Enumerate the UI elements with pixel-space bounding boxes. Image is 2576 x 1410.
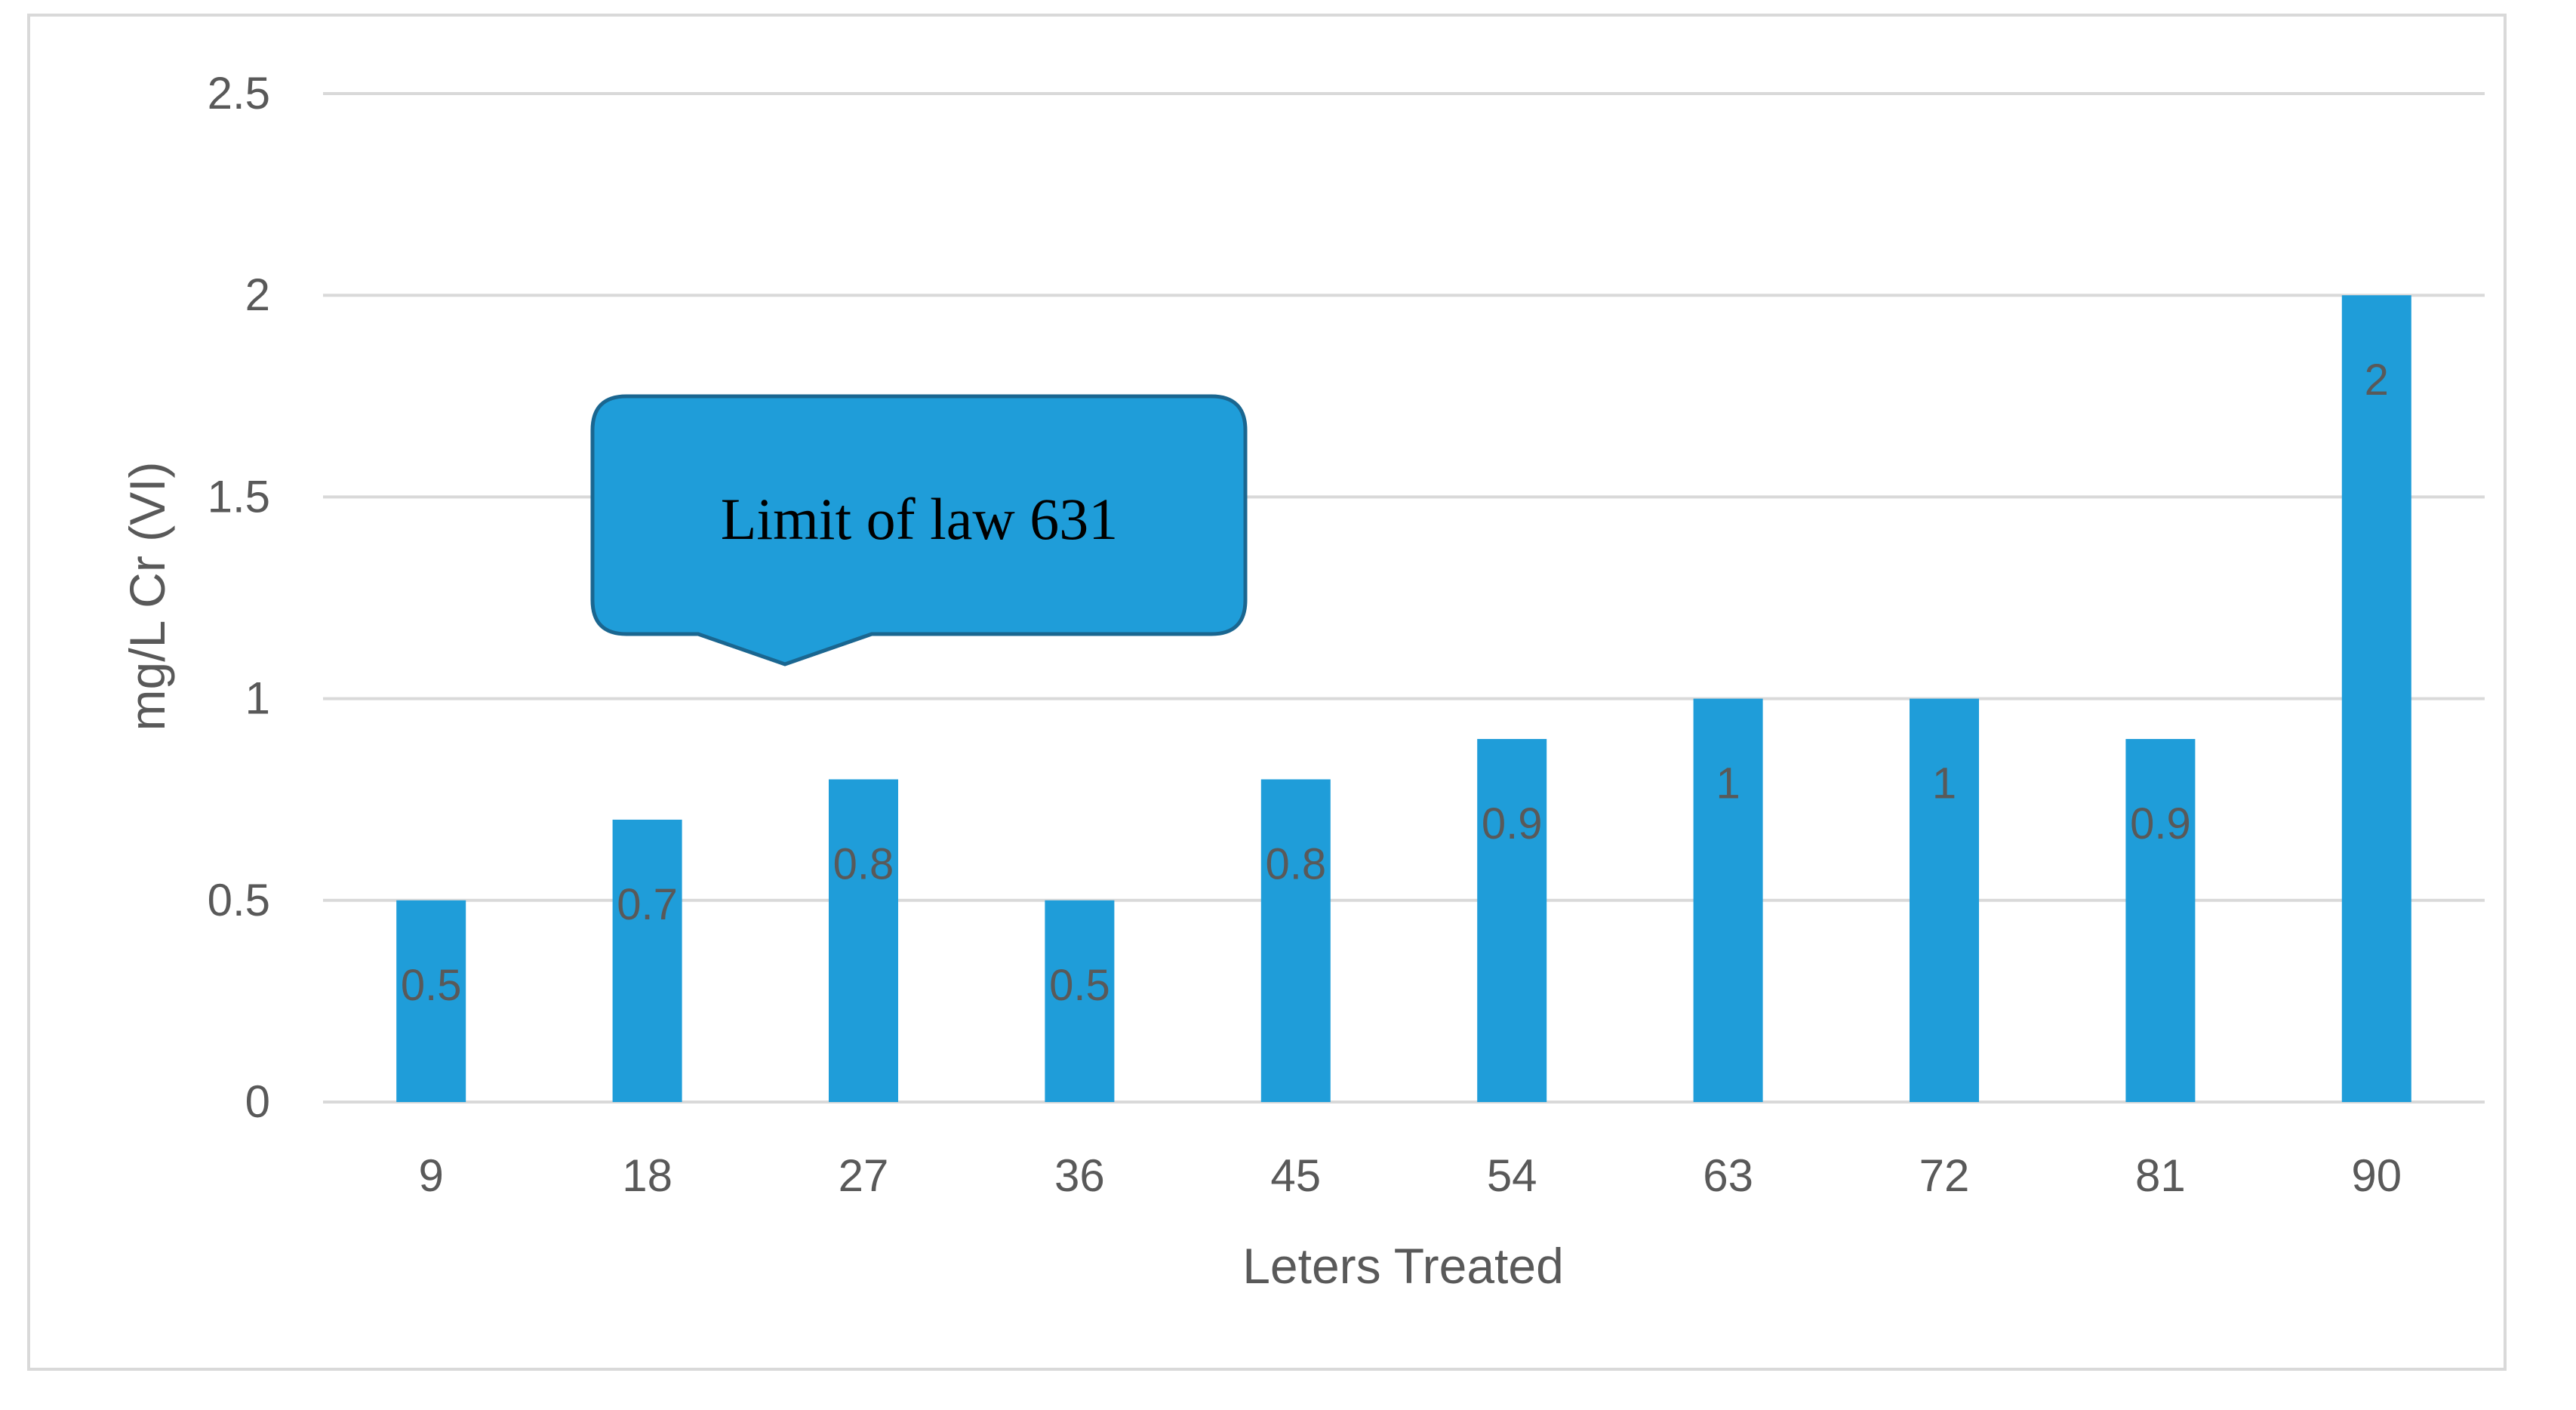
- x-tick-label: 63: [1703, 1150, 1753, 1201]
- data-label: 0.8: [833, 839, 894, 888]
- bar: [1477, 739, 1547, 1102]
- bar: [2341, 295, 2411, 1103]
- y-axis-ticks: 0 0.5 1 1.5 2 2.5: [208, 68, 270, 1127]
- data-label: 0.7: [617, 880, 678, 929]
- x-tick-label: 54: [1487, 1150, 1537, 1201]
- annotation-callout: Limit of law 631: [590, 394, 1248, 667]
- gridlines: [323, 92, 2485, 1104]
- annotation-text: Limit of law 631: [721, 486, 1118, 552]
- data-label: 2: [2365, 356, 2389, 405]
- bars: [396, 295, 2411, 1103]
- x-tick-label: 9: [419, 1150, 444, 1201]
- data-label: 1: [1932, 759, 1956, 808]
- data-labels: 0.5 0.7 0.8 0.5 0.8 0.9 1 1 0.9 2: [401, 356, 2389, 1010]
- y-tick-label: 1.5: [208, 471, 270, 522]
- bar: [1910, 698, 1979, 1102]
- chart-frame: [27, 14, 2507, 1371]
- bar: [396, 900, 466, 1102]
- bar: [1693, 698, 1763, 1102]
- y-tick-label: 0: [245, 1076, 270, 1127]
- y-tick-label: 1: [245, 673, 270, 724]
- x-tick-label: 90: [2351, 1150, 2402, 1201]
- x-tick-label: 18: [622, 1150, 672, 1201]
- data-label: 0.9: [2130, 799, 2191, 848]
- bar: [829, 779, 898, 1102]
- x-tick-label: 81: [2135, 1150, 2186, 1201]
- x-tick-label: 45: [1270, 1150, 1321, 1201]
- x-axis-ticks: 9 18 27 36 45 54 63 72 81 90: [419, 1150, 2402, 1201]
- y-tick-label: 2: [245, 269, 270, 320]
- y-tick-label: 0.5: [208, 875, 270, 925]
- data-label: 0.9: [1482, 799, 1543, 848]
- x-tick-label: 27: [839, 1150, 889, 1201]
- y-tick-label: 2.5: [208, 68, 270, 119]
- y-axis-title: mg/L Cr (VI): [119, 462, 175, 731]
- x-axis-title: Leters Treated: [1242, 1238, 1564, 1294]
- annotation-callout-shape: [590, 394, 1248, 667]
- data-label: 1: [1716, 759, 1740, 808]
- bar: [2125, 739, 2196, 1102]
- bar: [1260, 779, 1331, 1102]
- bar: [612, 819, 682, 1102]
- x-tick-label: 72: [1919, 1150, 1970, 1201]
- x-tick-label: 36: [1054, 1150, 1105, 1201]
- data-label: 0.5: [401, 961, 462, 1010]
- bar: [1045, 900, 1115, 1102]
- data-label: 0.5: [1049, 961, 1110, 1010]
- data-label: 0.8: [1265, 839, 1326, 888]
